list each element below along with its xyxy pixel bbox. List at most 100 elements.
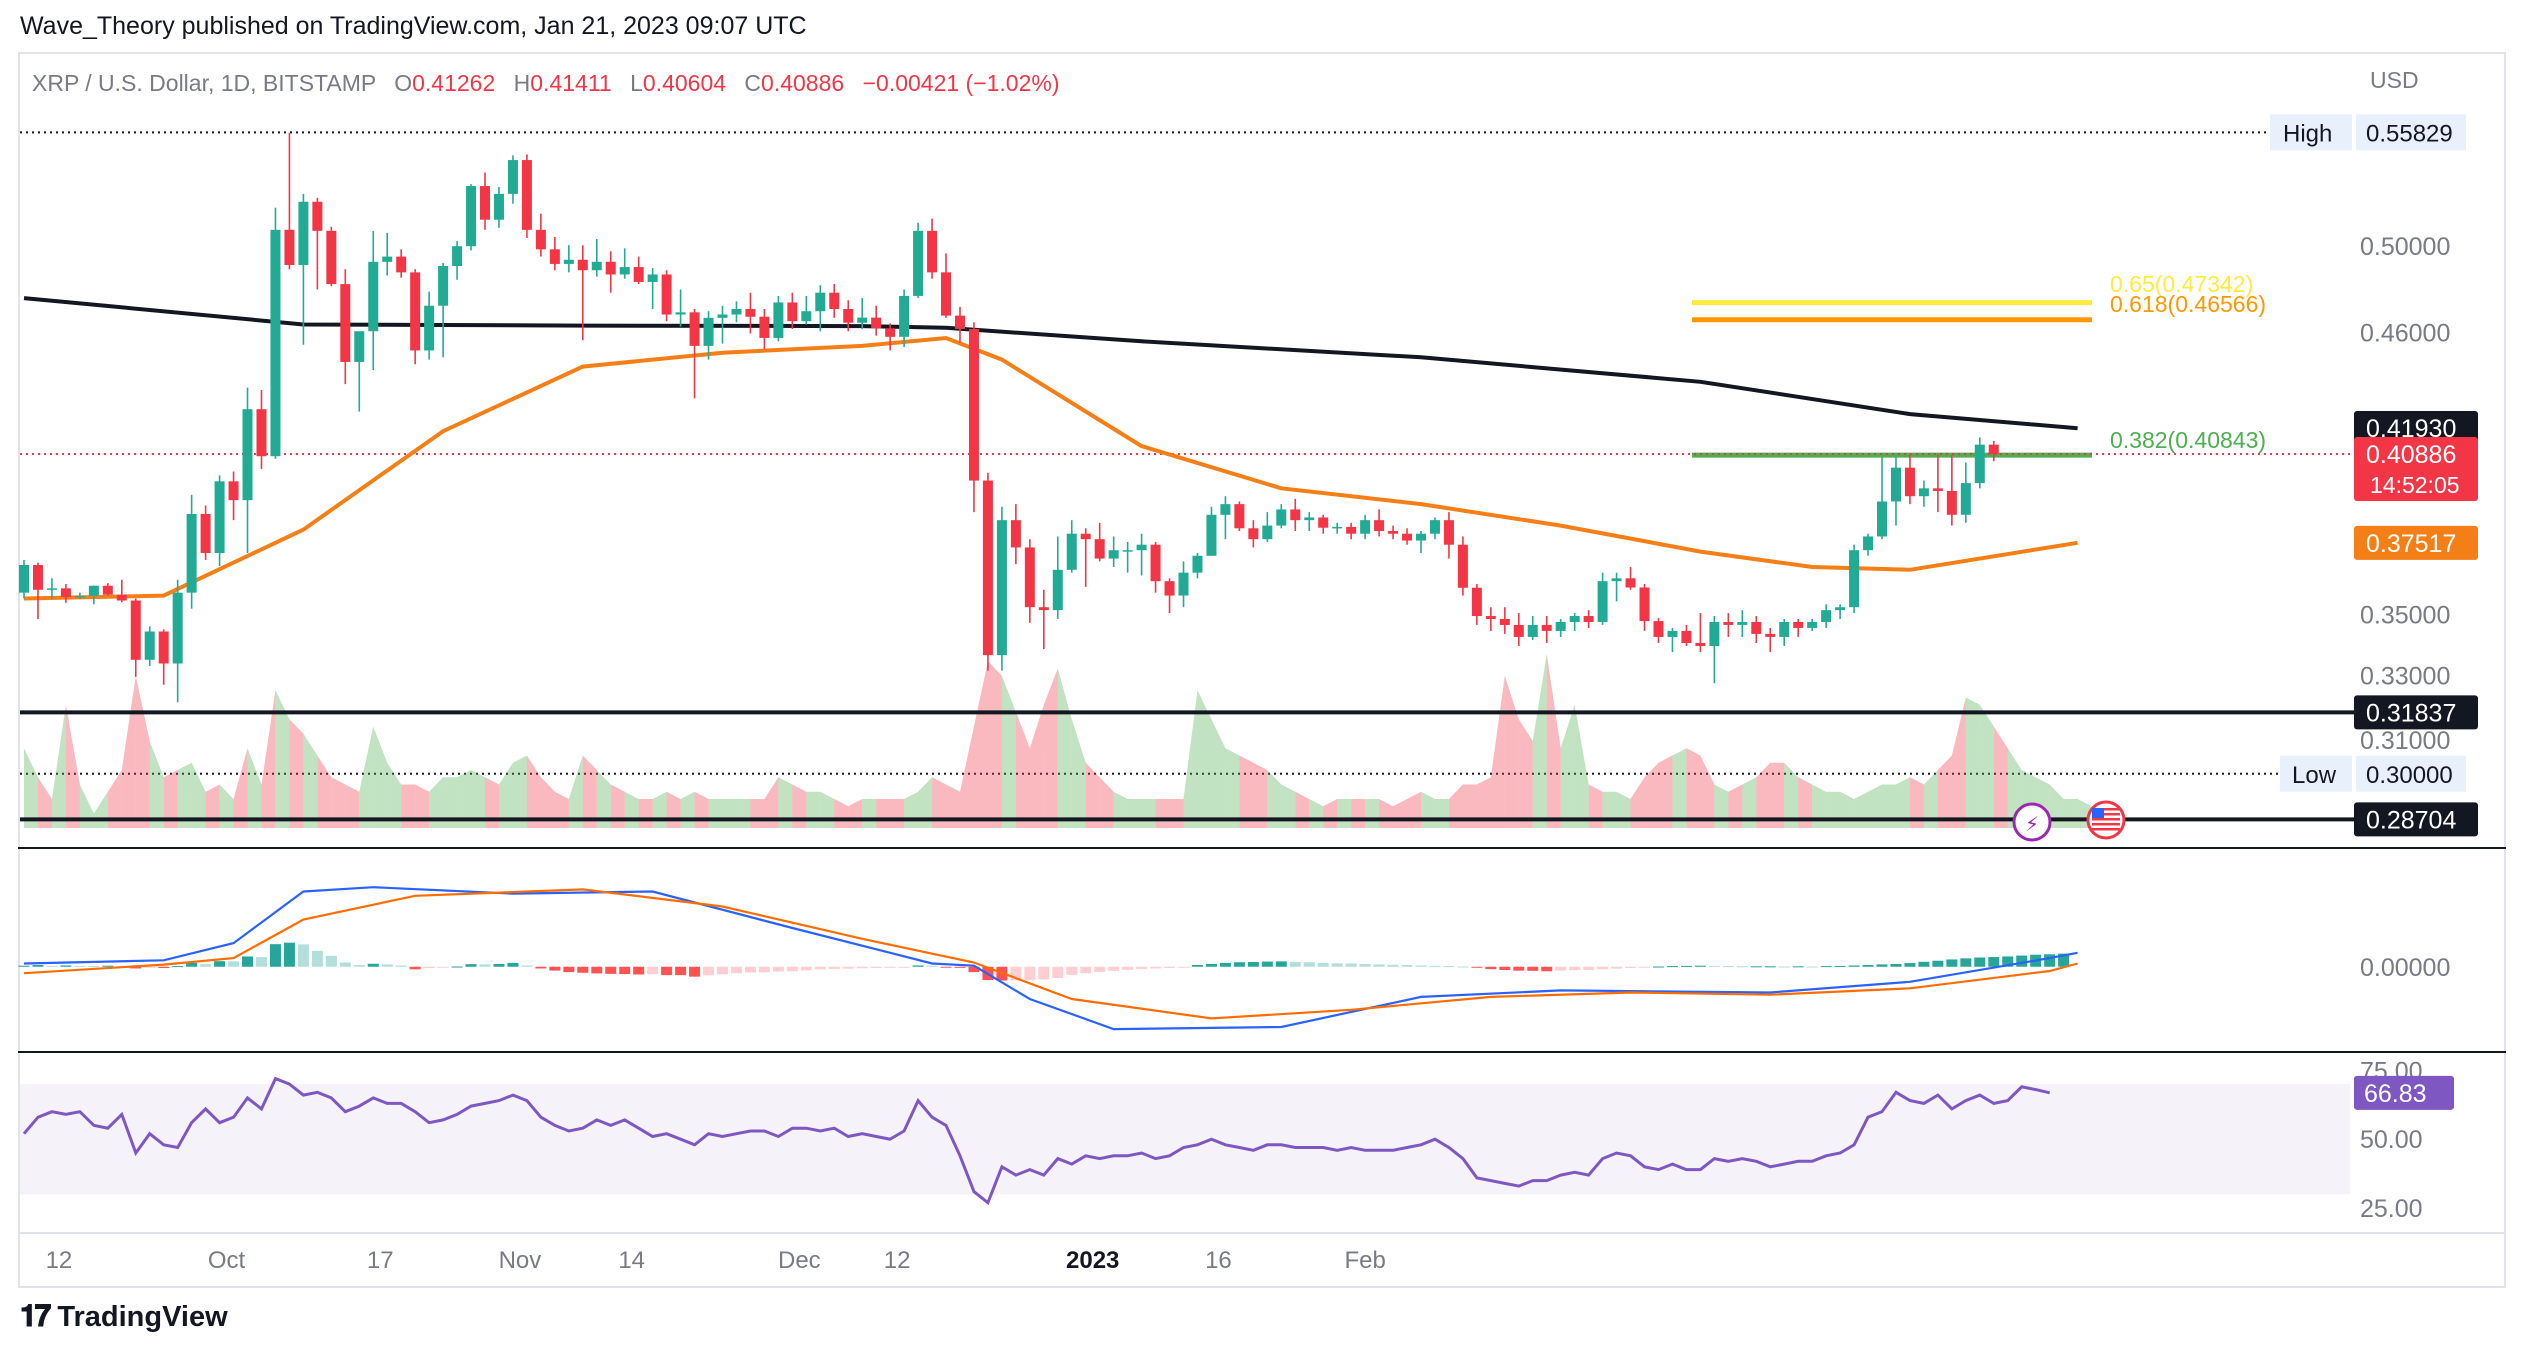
volume-area-segment: [261, 690, 276, 828]
close-label: C: [744, 70, 762, 96]
candle-body: [298, 201, 309, 265]
volume-area-segment: [1826, 791, 1841, 828]
high-label-box: [2270, 114, 2352, 151]
tradingview-logo[interactable]: 𝟏𝟕 TradingView: [20, 1300, 228, 1334]
candle-body: [941, 272, 952, 316]
candle-body: [1849, 550, 1860, 608]
volume-area-segment: [24, 748, 38, 828]
volume-area-segment: [247, 748, 262, 828]
candle-body: [1485, 616, 1496, 619]
us-flag-event-icon: [2086, 800, 2126, 840]
low-value-box: [2356, 755, 2466, 792]
macd-histogram-bar: [479, 964, 491, 967]
candle-body: [1443, 520, 1454, 545]
candle-body: [102, 585, 113, 595]
macd-histogram-bar: [1261, 961, 1273, 967]
price-badge: [2354, 525, 2478, 560]
candle-body: [1807, 621, 1818, 628]
volume-area-segment: [708, 799, 723, 828]
volume-area-segment: [848, 799, 863, 828]
macd-histogram-bar: [465, 964, 477, 967]
volume-area-segment: [443, 777, 458, 828]
volume-area-segment: [1979, 704, 1994, 828]
macd-histogram-bar: [703, 966, 715, 976]
high-value: 0.41411: [530, 70, 612, 96]
macd-histogram-bar: [898, 966, 910, 968]
volume-area-segment: [1993, 726, 2008, 828]
volume-area-segment: [1155, 799, 1170, 828]
macd-histogram-bar: [409, 966, 421, 970]
x-axis-tick: Dec: [778, 1247, 821, 1274]
macd-histogram-bar: [1443, 966, 1455, 968]
symbol-legend: XRP / U.S. Dollar, 1D, BITSTAMP O0.41262…: [32, 70, 1060, 97]
candle-body: [619, 267, 630, 275]
candle-body: [1890, 467, 1901, 502]
candle-body: [74, 595, 85, 598]
volume-area-segment: [876, 799, 891, 828]
volume-area-segment: [2063, 799, 2078, 828]
x-axis-tick: 2023: [1066, 1247, 1119, 1274]
candle-body: [46, 588, 57, 590]
volume-area-segment: [373, 726, 388, 828]
volume-area-segment: [275, 690, 290, 828]
volume-area-segment: [1700, 755, 1715, 828]
candle-body: [493, 193, 504, 220]
volume-area-segment: [1770, 762, 1785, 828]
price-y-tick: 0.33000: [2360, 662, 2450, 690]
candle-body: [535, 229, 546, 250]
volume-area-segment: [1812, 784, 1827, 828]
candle-body: [466, 186, 477, 247]
candle-body: [214, 481, 225, 553]
candle-body: [1988, 444, 1999, 455]
chart-frame: [18, 52, 2506, 1288]
macd-histogram-bar: [1974, 957, 1986, 967]
candle-body: [689, 312, 700, 346]
volume-area-segment: [610, 784, 625, 828]
macd-histogram-bar: [1499, 966, 1511, 970]
macd-histogram-bar: [828, 966, 840, 969]
fib-level-label: 0.382(0.40843): [2110, 427, 2266, 453]
macd-histogram-bar: [2058, 953, 2070, 967]
macd-histogram-bar: [1373, 964, 1385, 967]
macd-histogram-bar: [675, 966, 687, 976]
volume-area-segment: [1434, 799, 1449, 828]
volume-area-segment: [79, 784, 94, 828]
candle-body: [773, 302, 784, 338]
candle-body: [857, 317, 868, 323]
candle-body: [340, 284, 351, 362]
macd-histogram-bar: [1108, 966, 1120, 971]
macd-histogram-bar: [1862, 965, 1874, 967]
candle-body: [1709, 621, 1720, 647]
candle-body: [480, 186, 491, 220]
lightning-icon-glyph: ⚡: [2025, 814, 2039, 836]
volume-area-segment: [1365, 799, 1380, 828]
volume-area-segment: [918, 777, 933, 828]
lightning-event-icon: ⚡: [2012, 802, 2052, 842]
macd-histogram-bar: [493, 963, 505, 967]
volume-area-segment: [624, 791, 639, 828]
candle-body: [1206, 514, 1217, 556]
macd-signal-line: [23, 888, 2078, 1020]
candle-body: [731, 309, 742, 315]
macd-histogram-bar: [1932, 960, 1944, 967]
macd-histogram-bar: [1066, 966, 1078, 975]
candle-body: [717, 314, 728, 318]
x-axis-tick: Feb: [1344, 1247, 1385, 1274]
macd-histogram-bar: [1513, 966, 1525, 971]
macd-histogram-bar: [353, 965, 365, 967]
volume-area-segment: [1085, 762, 1100, 828]
price-badge: [2354, 695, 2478, 730]
volume-area-segment: [1672, 748, 1687, 828]
macd-histogram-bar: [535, 966, 547, 969]
macd-histogram-bar: [926, 965, 938, 967]
candle-body: [1974, 444, 1985, 484]
candle-body: [1960, 483, 1971, 515]
volume-area-segment: [233, 748, 248, 828]
macd-histogram-bar: [186, 962, 198, 967]
change-value: −0.00421 (−1.02%): [862, 70, 1060, 96]
macd-histogram-bar: [758, 966, 770, 973]
macd-histogram-bar: [228, 961, 240, 967]
volume-area-segment: [1490, 675, 1505, 828]
candle-body: [1877, 501, 1888, 537]
